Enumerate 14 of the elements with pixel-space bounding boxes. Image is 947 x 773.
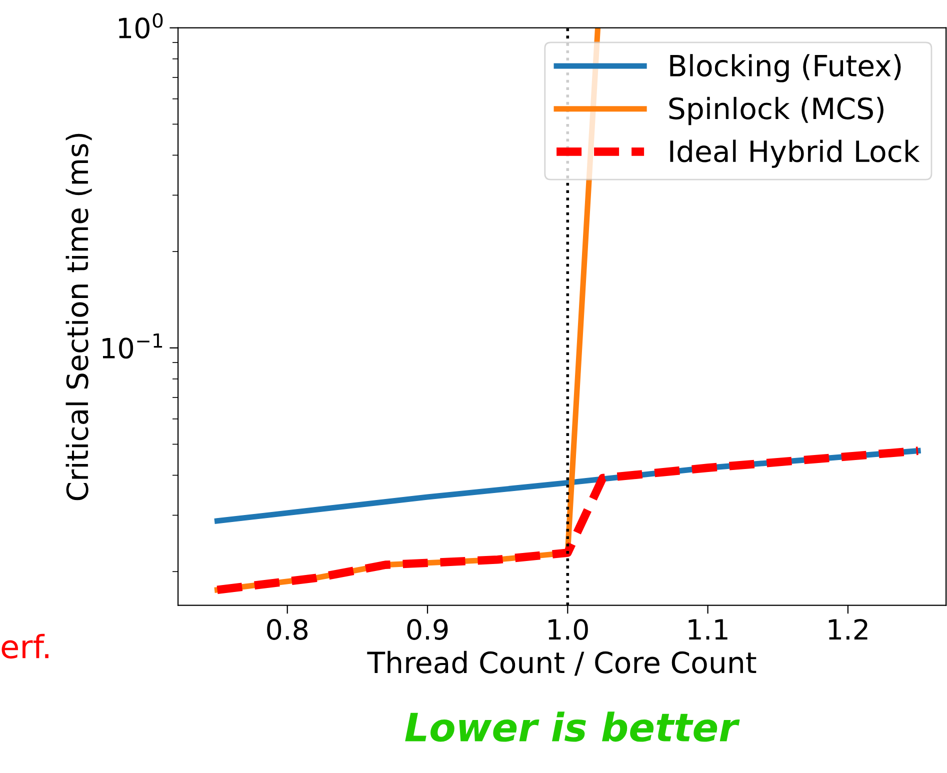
x-tick-label: 0.8	[267, 618, 308, 640]
y-tick-label: 10$^{0}$	[119, 13, 163, 39]
legend-label: Ideal Hybrid Lock	[670, 140, 920, 168]
x-axis-title: Thread Count / Core Count	[367, 650, 756, 676]
y-axis-title: Critical Section time (ms)	[66, 134, 92, 500]
legend-label: Blocking (Futex)	[670, 54, 901, 82]
y-tick-label: 10$^{−1}$	[102, 333, 162, 359]
x-tick-label: 1.1	[688, 619, 728, 640]
x-tick-label: 1.0	[548, 618, 588, 640]
x-tick-label: 1.2	[828, 618, 868, 640]
text: Lower is better	[405, 712, 740, 742]
legend-label: Spinlock (MCS)	[669, 96, 884, 126]
text: erf.	[2, 634, 48, 659]
x-tick-label: 0.9	[407, 618, 448, 640]
